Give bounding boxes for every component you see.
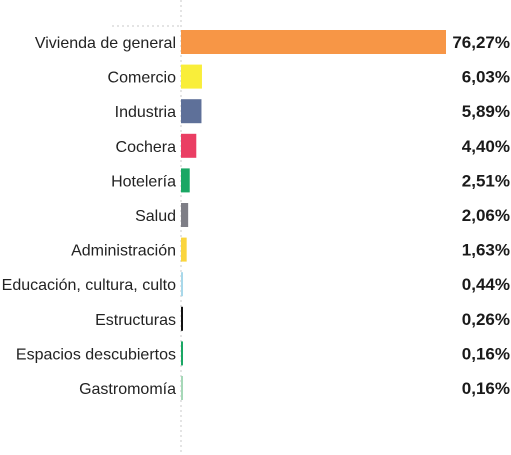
data-label: 2,06% (462, 206, 510, 225)
bar (181, 376, 183, 400)
bar (181, 237, 187, 262)
data-label: 0,44% (462, 275, 510, 294)
data-label: 5,89% (462, 102, 510, 121)
data-label: 6,03% (462, 68, 510, 87)
bar (181, 30, 446, 54)
category-label: Espacios descubiertos (16, 346, 176, 363)
category-label: Educación, cultura, culto (2, 277, 176, 294)
category-label: Salud (135, 208, 176, 225)
bar (181, 203, 189, 227)
category-label: Comercio (108, 70, 177, 87)
bar (181, 64, 202, 89)
data-label: 0,26% (462, 310, 510, 329)
category-label: Gastromomía (79, 381, 176, 398)
category-label: Industria (115, 104, 176, 121)
category-label: Cochera (116, 139, 177, 156)
category-label: Hotelería (111, 173, 176, 190)
bar (181, 341, 183, 366)
bar (181, 306, 183, 331)
data-label: 4,40% (462, 137, 510, 156)
bar (181, 133, 197, 158)
data-label: 76,27% (452, 33, 510, 52)
data-label: 0,16% (462, 344, 510, 363)
data-label: 2,51% (462, 171, 510, 190)
category-label: Vivienda de general (35, 35, 176, 52)
bar (181, 99, 202, 124)
category-label: Estructuras (95, 312, 176, 329)
bar (181, 168, 190, 193)
bar (181, 272, 183, 297)
data-label: 0,16% (462, 379, 510, 398)
data-label: 1,63% (462, 241, 510, 260)
category-label: Administración (71, 243, 176, 260)
